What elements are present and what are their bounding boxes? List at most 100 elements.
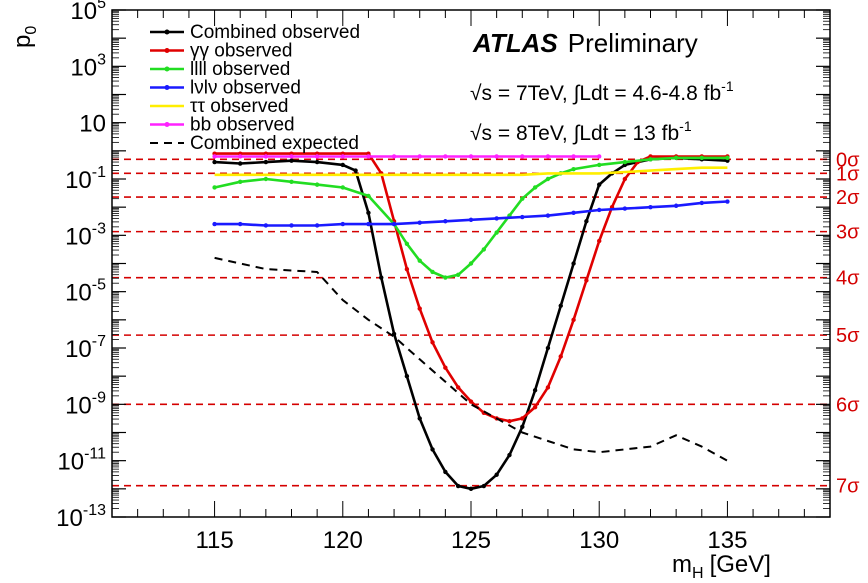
legend-entry: llll observed xyxy=(190,59,290,80)
significance-label: 6σ xyxy=(836,394,860,416)
x-axis-title: mH [GeV] xyxy=(672,551,771,582)
data-point xyxy=(532,388,538,393)
significance-label: 3σ xyxy=(836,222,860,244)
legend-entry: γγ observed xyxy=(190,41,292,62)
data-point xyxy=(379,275,384,280)
data-point xyxy=(289,223,294,228)
data-point xyxy=(520,154,525,159)
data-point xyxy=(571,166,576,172)
data-point xyxy=(520,416,525,421)
x-tick-labels: 115 120 125 130 135 xyxy=(195,527,747,554)
data-point xyxy=(289,158,294,163)
data-point xyxy=(443,275,448,280)
significance-label: 4σ xyxy=(836,268,860,290)
data-point xyxy=(597,207,602,213)
data-point xyxy=(520,196,525,201)
energy-line-2-sup: -1 xyxy=(679,118,692,134)
y-tick-label: 10 xyxy=(79,111,106,138)
data-point xyxy=(558,354,563,359)
legend-entry: Combined observed xyxy=(190,22,360,43)
data-point xyxy=(417,306,422,311)
x-tick-label: 120 xyxy=(323,527,363,554)
energy-line-1: √s = 7TeV, ∫Ldt = 4.6-4.8 fb-1 xyxy=(470,78,734,105)
legend-entry: ττ observed xyxy=(190,96,288,117)
y-tick-label: 10-3 xyxy=(65,220,106,250)
data-point xyxy=(443,219,448,224)
data-point xyxy=(263,159,269,165)
data-point xyxy=(289,179,294,185)
data-point xyxy=(571,154,576,159)
data-point xyxy=(597,238,602,244)
data-point xyxy=(597,182,602,187)
data-point xyxy=(520,214,525,220)
data-point xyxy=(699,155,704,161)
data-point xyxy=(725,155,730,161)
atlas-label: ATLAS Preliminary xyxy=(472,28,698,58)
data-point xyxy=(340,162,345,168)
data-point xyxy=(468,261,474,266)
y-axis-title: p0 xyxy=(9,26,40,48)
data-point xyxy=(238,154,243,159)
y-tick-label: 105 xyxy=(70,0,106,25)
data-point xyxy=(391,154,397,159)
data-point xyxy=(622,159,628,165)
legend-marker xyxy=(164,48,170,53)
data-point xyxy=(430,447,435,452)
data-point xyxy=(481,247,487,252)
data-point xyxy=(584,219,589,224)
data-point xyxy=(571,210,576,215)
data-point xyxy=(545,345,551,351)
y-tick-label: 10-9 xyxy=(65,389,106,419)
y-tick-label: 10-13 xyxy=(56,502,106,532)
data-point xyxy=(597,162,602,168)
data-point xyxy=(238,179,243,185)
data-point xyxy=(417,220,422,225)
data-point xyxy=(532,185,538,190)
legend-marker xyxy=(164,29,170,35)
data-point xyxy=(673,155,679,161)
data-point xyxy=(430,340,435,345)
atlas-status: Preliminary xyxy=(568,28,698,58)
series-line xyxy=(214,156,728,279)
data-point xyxy=(238,221,243,227)
legend-entry: bb observed xyxy=(190,115,295,136)
data-point xyxy=(417,416,422,421)
data-point xyxy=(622,176,628,182)
significance-label: 1σ xyxy=(836,163,860,185)
data-point xyxy=(571,261,576,266)
data-point xyxy=(494,216,499,221)
y-axis-title-main: p xyxy=(9,35,36,48)
data-point xyxy=(417,258,422,263)
data-point xyxy=(468,217,474,223)
energy-line-2-text: √s = 8TeV, ∫Ldt = 13 fb xyxy=(470,122,679,145)
legend-marker xyxy=(164,66,170,72)
data-point xyxy=(622,206,628,211)
axis-ticks xyxy=(112,9,830,518)
x-tick-label: 130 xyxy=(579,527,619,554)
data-point xyxy=(314,182,320,187)
data-point xyxy=(455,385,461,390)
data-point xyxy=(443,365,448,370)
data-point xyxy=(494,154,499,159)
data-point xyxy=(366,221,371,227)
data-point xyxy=(648,204,653,210)
x-tick-label: 135 xyxy=(707,527,747,554)
data-point xyxy=(404,266,410,272)
data-point xyxy=(648,157,653,162)
data-point xyxy=(673,203,679,208)
data-point xyxy=(212,221,217,227)
data-point xyxy=(520,424,525,430)
x-axis-title-main: m xyxy=(672,551,692,578)
data-point xyxy=(494,230,499,235)
data-point xyxy=(238,161,243,166)
data-point xyxy=(481,483,487,489)
data-point xyxy=(263,154,269,159)
x-axis-title-unit: [GeV] xyxy=(710,551,771,578)
x-tick-label: 125 xyxy=(451,527,491,554)
significance-label: 5σ xyxy=(836,325,860,347)
data-point xyxy=(366,154,371,159)
legend-marker xyxy=(164,122,170,127)
legend-entry: lνlν observed xyxy=(190,78,301,99)
x-axis-title-sub: H xyxy=(692,565,704,582)
